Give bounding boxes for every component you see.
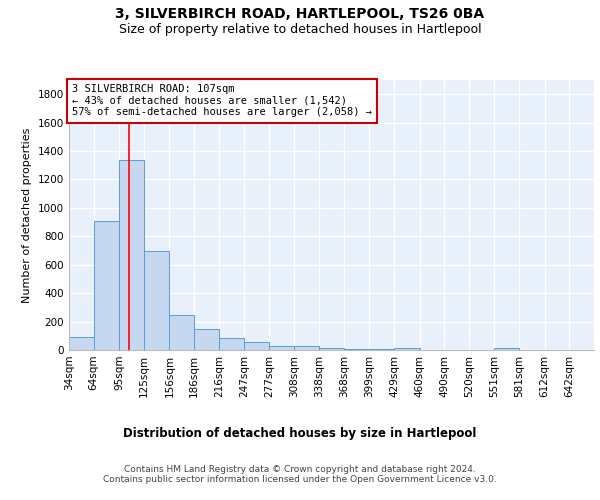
Bar [194, 330, 219, 350]
Bar [295, 346, 319, 350]
Bar [69, 337, 94, 350]
Text: Size of property relative to detached houses in Hartlepool: Size of property relative to detached ho… [119, 22, 481, 36]
Bar [244, 342, 269, 350]
Text: 3, SILVERBIRCH ROAD, HARTLEPOOL, TS26 0BA: 3, SILVERBIRCH ROAD, HARTLEPOOL, TS26 0B… [115, 8, 485, 22]
Bar [169, 315, 194, 350]
Bar [144, 250, 169, 350]
Y-axis label: Number of detached properties: Number of detached properties [22, 128, 32, 302]
Bar [344, 348, 370, 350]
Text: Contains HM Land Registry data © Crown copyright and database right 2024.
Contai: Contains HM Land Registry data © Crown c… [103, 465, 497, 484]
Text: Distribution of detached houses by size in Hartlepool: Distribution of detached houses by size … [124, 428, 476, 440]
Bar [119, 160, 144, 350]
Bar [94, 220, 119, 350]
Bar [370, 348, 394, 350]
Bar [394, 348, 419, 350]
Bar [494, 348, 519, 350]
Bar [319, 348, 344, 350]
Bar [269, 346, 295, 350]
Text: 3 SILVERBIRCH ROAD: 107sqm
← 43% of detached houses are smaller (1,542)
57% of s: 3 SILVERBIRCH ROAD: 107sqm ← 43% of deta… [72, 84, 372, 117]
Bar [219, 338, 244, 350]
